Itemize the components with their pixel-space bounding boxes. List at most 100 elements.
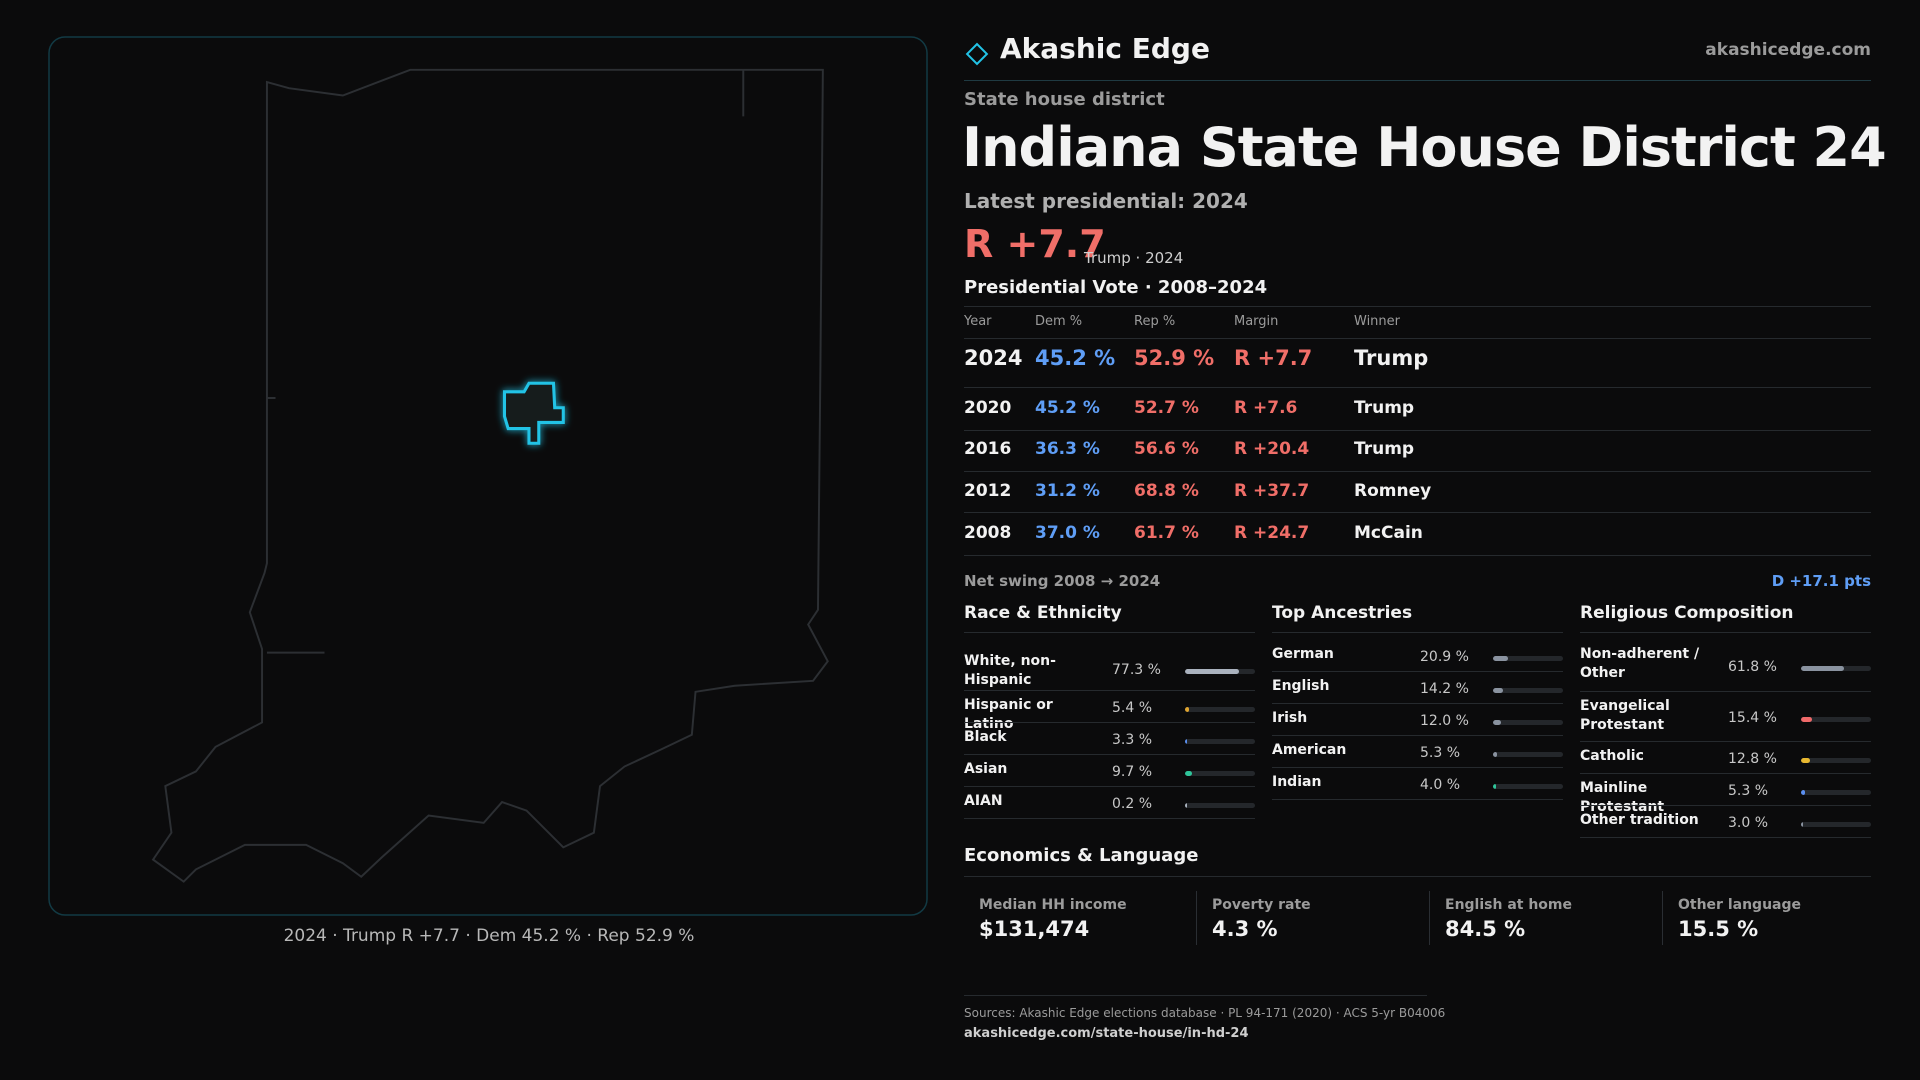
bar-track bbox=[1493, 784, 1563, 789]
row-divider bbox=[964, 632, 1255, 633]
bar bbox=[1493, 752, 1497, 757]
row-divider bbox=[964, 430, 1871, 431]
table-cell: 31.2 % bbox=[1035, 481, 1100, 501]
row-divider bbox=[1580, 837, 1871, 838]
table-cell: R +20.4 bbox=[1234, 439, 1310, 459]
table-cell: Trump bbox=[1354, 346, 1429, 370]
category-label: Irish bbox=[1272, 710, 1308, 726]
category-label: Other tradition bbox=[1580, 812, 1699, 828]
row-divider bbox=[964, 818, 1255, 819]
site-url: akashicedge.com bbox=[1705, 40, 1871, 60]
latest-label: Latest presidential: 2024 bbox=[964, 189, 1248, 213]
title: Indiana State House District 24 bbox=[962, 116, 1887, 179]
stat-value: 4.3 % bbox=[1212, 917, 1278, 941]
bar-track bbox=[1185, 669, 1255, 674]
row-divider bbox=[964, 387, 1871, 388]
category-label: Evangelical Protestant bbox=[1580, 698, 1670, 733]
table-cell: Romney bbox=[1354, 481, 1432, 501]
map-panel bbox=[48, 36, 928, 916]
table-cell: 61.7 % bbox=[1134, 523, 1199, 543]
divider bbox=[964, 80, 1871, 81]
category-label: German bbox=[1272, 646, 1334, 662]
value-label: 12.8 % bbox=[1728, 751, 1777, 767]
table-cell: 2008 bbox=[964, 523, 1012, 543]
category-label: AIAN bbox=[964, 793, 1003, 809]
category-label: White, non-Hispanic bbox=[964, 653, 1056, 688]
stat-box: Poverty rate 4.3 % bbox=[1196, 891, 1417, 945]
table-cell: McCain bbox=[1354, 523, 1423, 543]
category-label: Indian bbox=[1272, 774, 1322, 790]
table-title: Presidential Vote · 2008–2024 bbox=[964, 277, 1268, 298]
value-label: 3.0 % bbox=[1728, 815, 1769, 831]
row-divider bbox=[964, 512, 1871, 513]
row-divider bbox=[964, 471, 1871, 472]
column-header: Margin bbox=[1234, 314, 1279, 329]
bar-track bbox=[1185, 771, 1255, 776]
bar bbox=[1801, 822, 1804, 827]
bar bbox=[1185, 739, 1188, 744]
logo bbox=[965, 42, 989, 66]
section-title: Top Ancestries bbox=[1272, 603, 1413, 623]
map-caption: 2024 · Trump R +7.7 · Dem 45.2 % · Rep 5… bbox=[283, 926, 695, 946]
category-label: Mainline Protestant bbox=[1580, 780, 1665, 815]
section-title: Race & Ethnicity bbox=[964, 603, 1122, 623]
district-shape bbox=[502, 381, 565, 445]
kicker: State house district bbox=[964, 89, 1165, 110]
row-divider bbox=[1272, 799, 1563, 800]
table-cell: Trump bbox=[1354, 398, 1415, 418]
category-label: Black bbox=[964, 729, 1007, 745]
value-label: 20.9 % bbox=[1420, 649, 1469, 665]
table-cell: 52.9 % bbox=[1134, 346, 1215, 370]
bar bbox=[1185, 803, 1187, 808]
table-cell: 45.2 % bbox=[1035, 398, 1100, 418]
state-outline bbox=[151, 68, 829, 883]
bar-track bbox=[1185, 803, 1255, 808]
bar-track bbox=[1493, 656, 1563, 661]
margin: R +7.7 bbox=[964, 222, 1106, 266]
stat-box: English at home 84.5 % bbox=[1429, 891, 1650, 945]
table-cell: 68.8 % bbox=[1134, 481, 1199, 501]
source-url: akashicedge.com/state-house/in-hd-24 bbox=[964, 1026, 1249, 1041]
bar-track bbox=[1801, 666, 1871, 671]
bar-track bbox=[1493, 688, 1563, 693]
row-divider bbox=[1272, 671, 1563, 672]
table-cell: 2016 bbox=[964, 439, 1012, 459]
column-header: Year bbox=[964, 314, 992, 329]
value-label: 9.7 % bbox=[1112, 764, 1153, 780]
table-cell: R +7.7 bbox=[1234, 346, 1313, 370]
table-cell: 56.6 % bbox=[1134, 439, 1199, 459]
column-header: Winner bbox=[1354, 314, 1401, 329]
table-cell: 52.7 % bbox=[1134, 398, 1199, 418]
category-label: English bbox=[1272, 678, 1330, 694]
column-header: Rep % bbox=[1134, 314, 1176, 329]
value-label: 77.3 % bbox=[1112, 662, 1161, 678]
stat-label: English at home bbox=[1445, 897, 1573, 913]
value-label: 5.3 % bbox=[1420, 745, 1461, 761]
stat-label: Median HH income bbox=[979, 897, 1127, 913]
bar bbox=[1493, 656, 1508, 661]
bar bbox=[1185, 669, 1240, 674]
bar-track bbox=[1493, 720, 1563, 725]
value-label: 5.4 % bbox=[1112, 700, 1153, 716]
brand: Akashic Edge bbox=[1000, 32, 1210, 65]
row-divider bbox=[1580, 691, 1871, 692]
table-cell: 2024 bbox=[964, 346, 1023, 370]
stat-label: Poverty rate bbox=[1212, 897, 1311, 913]
category-label: Hispanic or Latino bbox=[964, 697, 1053, 732]
value-label: 12.0 % bbox=[1420, 713, 1469, 729]
stat-box: Median HH income $131,474 bbox=[964, 891, 1184, 945]
row-divider bbox=[1580, 773, 1871, 774]
bar bbox=[1493, 688, 1503, 693]
bar-track bbox=[1801, 758, 1871, 763]
bar bbox=[1493, 720, 1502, 725]
row-divider bbox=[964, 555, 1871, 556]
section-title: Religious Composition bbox=[1580, 603, 1794, 623]
row-divider bbox=[1272, 767, 1563, 768]
map-frame bbox=[48, 36, 928, 916]
stat-value: 15.5 % bbox=[1678, 917, 1759, 941]
row-divider bbox=[1580, 632, 1871, 633]
bar bbox=[1801, 666, 1845, 671]
table-cell: 2012 bbox=[964, 481, 1012, 501]
table-cell: R +37.7 bbox=[1234, 481, 1310, 501]
